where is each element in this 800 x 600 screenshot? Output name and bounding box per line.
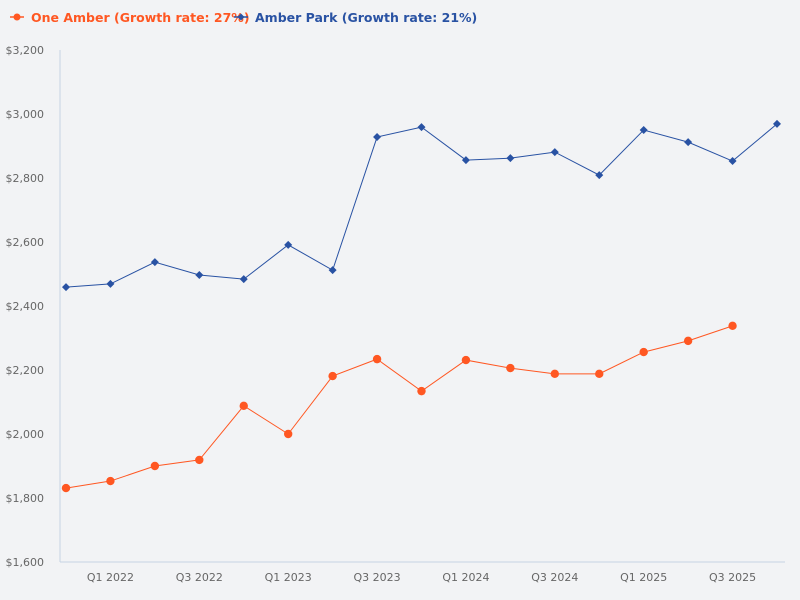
data-point[interactable] (328, 266, 337, 275)
data-point[interactable] (417, 123, 426, 132)
x-tick-label: Q3 2024 (531, 571, 578, 584)
y-tick-label: $2,400 (6, 300, 45, 313)
y-tick-label: $2,600 (6, 236, 45, 249)
x-tick-label: Q1 2025 (620, 571, 667, 584)
x-tick-label: Q3 2022 (176, 571, 223, 584)
data-point[interactable] (195, 270, 204, 279)
y-tick-label: $2,000 (6, 428, 45, 441)
data-point[interactable] (461, 355, 471, 365)
series-0 (61, 321, 737, 493)
data-point[interactable] (506, 363, 515, 373)
data-point[interactable] (106, 279, 115, 288)
series-1 (62, 119, 781, 292)
data-point[interactable] (283, 429, 293, 439)
data-point[interactable] (373, 133, 382, 142)
data-point[interactable] (639, 126, 648, 134)
series-line (65, 123, 778, 288)
data-point[interactable] (284, 240, 293, 249)
diamond-marker-icon (237, 13, 245, 21)
series-line (65, 325, 733, 489)
data-point[interactable] (372, 354, 382, 364)
data-point[interactable] (461, 156, 470, 165)
x-tick-label: Q1 2022 (87, 571, 134, 584)
y-tick-label: $1,600 (6, 556, 45, 569)
data-point[interactable] (195, 455, 204, 465)
data-point[interactable] (62, 283, 70, 292)
data-point[interactable] (683, 336, 693, 346)
data-point[interactable] (106, 476, 115, 486)
data-point[interactable] (595, 171, 604, 180)
y-tick-label: $2,200 (6, 364, 45, 377)
data-point[interactable] (328, 371, 337, 381)
circle-marker-icon (13, 13, 21, 21)
legend-label: One Amber (Growth rate: 27%) (31, 10, 250, 25)
y-tick-label: $3,200 (6, 44, 45, 57)
data-point[interactable] (150, 461, 160, 471)
data-point[interactable] (728, 321, 737, 331)
x-tick-label: Q1 2023 (265, 571, 312, 584)
data-point[interactable] (728, 157, 737, 166)
legend: One Amber (Growth rate: 27%) Amber Park … (10, 10, 477, 25)
y-tick-label: $2,800 (6, 172, 45, 185)
data-point[interactable] (639, 347, 648, 357)
data-point[interactable] (550, 369, 560, 379)
data-point[interactable] (550, 148, 559, 157)
data-point[interactable] (506, 154, 515, 163)
y-tick-label: $3,000 (6, 108, 45, 121)
x-tick-label: Q3 2023 (353, 571, 400, 584)
data-point[interactable] (239, 401, 248, 411)
data-point[interactable] (239, 275, 248, 284)
axes (59, 50, 785, 563)
data-point[interactable] (595, 369, 604, 379)
data-point[interactable] (150, 258, 159, 267)
x-tick-label: Q3 2025 (709, 571, 756, 584)
legend-item-amber-park[interactable]: Amber Park (Growth rate: 21%) (234, 10, 477, 25)
data-point[interactable] (684, 138, 693, 147)
data-point[interactable] (773, 119, 781, 128)
data-point[interactable] (417, 386, 426, 396)
y-tick-label: $1,800 (6, 492, 45, 505)
legend-label: Amber Park (Growth rate: 21%) (255, 10, 477, 25)
data-point[interactable] (61, 483, 71, 493)
legend-item-one-amber[interactable]: One Amber (Growth rate: 27%) (10, 10, 250, 25)
x-tick-label: Q1 2024 (442, 571, 489, 584)
